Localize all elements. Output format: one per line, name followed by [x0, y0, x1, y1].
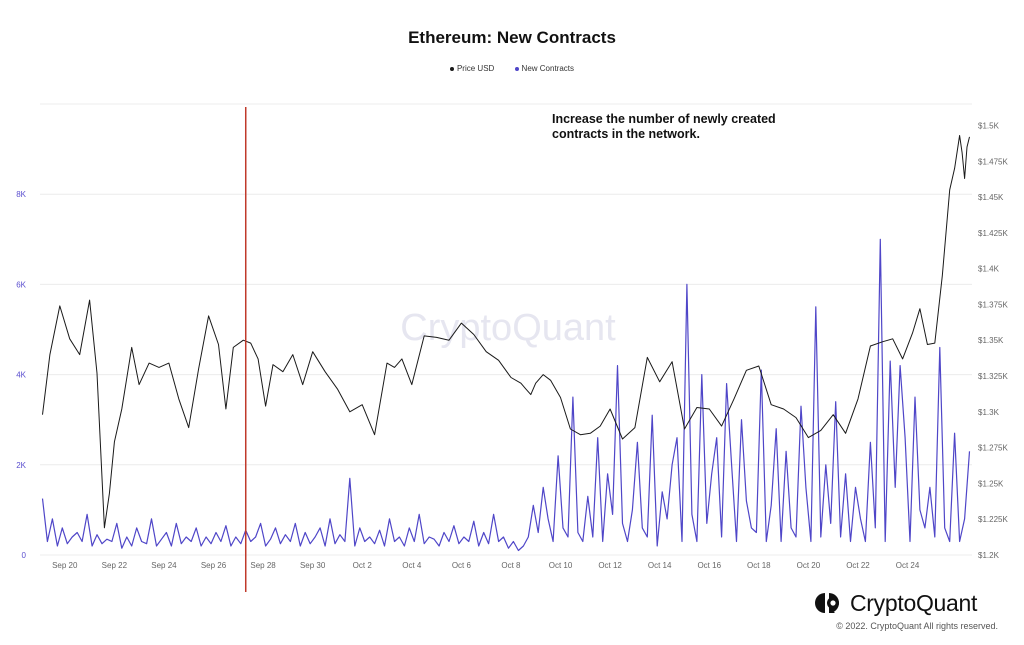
x-tick-label: Sep 26 — [201, 561, 227, 570]
y-right-tick-label: $1.35K — [978, 336, 1004, 345]
y-left-tick-label: 2K — [16, 461, 26, 470]
x-tick-label: Oct 16 — [697, 561, 721, 570]
series-line-price-usd — [42, 135, 970, 529]
legend-marker-price — [449, 66, 454, 71]
legend-item-price[interactable]: Price USD — [449, 64, 495, 73]
legend-label-price: Price USD — [456, 64, 495, 73]
y-right-tick-label: $1.5K — [978, 121, 1000, 130]
x-tick-label: Oct 12 — [598, 561, 622, 570]
x-tick-label: Oct 24 — [896, 561, 920, 570]
y-right-tick-label: $1.225K — [978, 515, 1008, 524]
cryptoquant-logo-icon — [815, 593, 839, 613]
x-tick-label: Oct 6 — [452, 561, 472, 570]
copyright: © 2022. CryptoQuant All rights reserved. — [836, 621, 998, 631]
series-line-new-contracts — [41, 238, 971, 552]
x-axis: Sep 20 Sep 22 Sep 24 Sep 26 Sep 28 Sep 30 Oct … — [52, 561, 920, 570]
x-tick-label: Oct 18 — [747, 561, 771, 570]
series — [41, 135, 971, 552]
x-tick-label: Sep 28 — [250, 561, 276, 570]
y-right-tick-label: $1.375K — [978, 300, 1008, 309]
x-tick-label: Oct 10 — [549, 561, 573, 570]
legend: Price USD New Contracts — [0, 64, 1024, 73]
x-tick-label: Oct 2 — [353, 561, 373, 570]
y-left-tick-label: 8K — [16, 190, 26, 199]
x-tick-label: Sep 22 — [102, 561, 128, 570]
legend-item-new-contracts[interactable]: New Contracts — [514, 64, 575, 73]
x-tick-label: Oct 22 — [846, 561, 870, 570]
legend-label-new-contracts: New Contracts — [521, 64, 575, 73]
y-right-tick-label: $1.475K — [978, 157, 1008, 166]
y-left-tick-label: 6K — [16, 280, 26, 289]
x-tick-label: Sep 24 — [151, 561, 177, 570]
y-right-tick-label: $1.2K — [978, 551, 1000, 560]
y-right-tick-label: $1.275K — [978, 444, 1008, 453]
x-tick-label: Oct 8 — [501, 561, 521, 570]
y-right-tick-label: $1.45K — [978, 193, 1004, 202]
x-tick-label: Oct 20 — [797, 561, 821, 570]
brand-name: CryptoQuant — [850, 590, 978, 616]
y-left-tick-label: 0 — [22, 551, 27, 560]
x-tick-label: Sep 30 — [300, 561, 326, 570]
y-right-tick-label: $1.4K — [978, 265, 1000, 274]
x-tick-label: Sep 20 — [52, 561, 78, 570]
y-right-tick-label: $1.425K — [978, 229, 1008, 238]
y-axis-right: $1.2K $1.225K $1.25K $1.275K $1.3K $1.325K $1.… — [978, 121, 1008, 560]
x-tick-label: Oct 14 — [648, 561, 672, 570]
y-axis-left: 0 2K 4K 6K 8K — [16, 190, 26, 560]
y-right-tick-label: $1.325K — [978, 372, 1008, 381]
annotation-text: Increase the number of newly created con… — [552, 112, 776, 141]
x-tick-label: Oct 4 — [402, 561, 422, 570]
grid — [40, 103, 972, 556]
y-right-tick-label: $1.3K — [978, 408, 1000, 417]
watermark: CryptoQuant — [400, 307, 616, 349]
chart-title: Ethereum: New Contracts — [408, 28, 616, 47]
y-left-tick-label: 4K — [16, 371, 26, 380]
y-right-tick-label: $1.25K — [978, 479, 1004, 488]
legend-marker-new-contracts — [514, 66, 519, 71]
